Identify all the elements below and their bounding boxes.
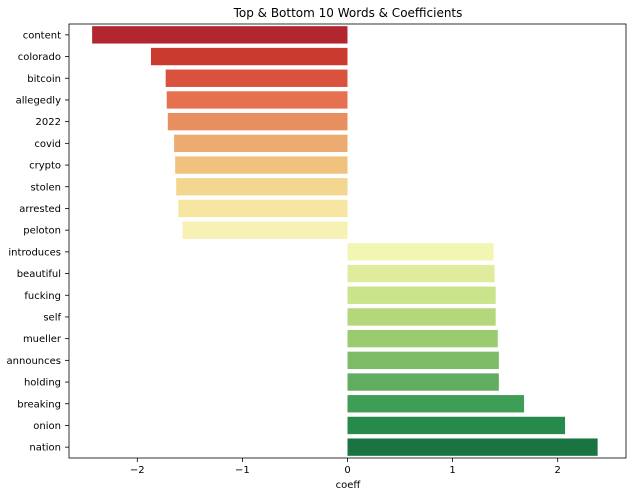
category-label-self: self: [43, 312, 61, 323]
category-labels: content colorado bitcoin allegedly 2022 covid…: [7, 30, 69, 454]
chart-title: Top & Bottom 10 Words & Coefficients: [233, 6, 463, 20]
bar-beautiful: [347, 264, 495, 283]
bar-arrested: [178, 199, 348, 218]
bar-holding: [347, 373, 499, 391]
category-label-holding: holding: [24, 378, 61, 389]
bar-introduces: [347, 243, 494, 261]
x-axis-ticks: −2 −1 0 1 2: [130, 458, 561, 476]
category-label-bitcoin: bitcoin: [27, 74, 61, 85]
bar-allegedly: [166, 91, 348, 109]
x-axis-label: coeff: [336, 480, 362, 491]
bar-crypto: [175, 156, 348, 174]
bar-bitcoin: [165, 69, 348, 87]
bar-breaking: [347, 395, 525, 413]
category-label-introduces: introduces: [8, 247, 61, 258]
category-label-arrested: arrested: [19, 204, 61, 215]
bar-covid: [174, 134, 348, 153]
bar-nation: [347, 438, 598, 456]
bar-onion: [347, 416, 566, 435]
category-label-onion: onion: [33, 421, 61, 432]
category-label-mueller: mueller: [23, 334, 62, 345]
category-label-colorado: colorado: [18, 52, 61, 63]
category-label-stolen: stolen: [30, 182, 61, 193]
bar-colorado: [150, 47, 348, 66]
category-label-announces: announces: [7, 356, 61, 367]
category-label-2022: 2022: [36, 117, 61, 128]
category-label-nation: nation: [29, 443, 61, 454]
x-tick-label: −1: [235, 465, 250, 476]
bar-announces: [347, 351, 499, 370]
category-label-breaking: breaking: [17, 399, 61, 410]
category-label-covid: covid: [34, 139, 61, 150]
bar-stolen: [176, 178, 348, 196]
x-tick-label: 0: [344, 465, 350, 476]
bar-2022: [167, 112, 348, 131]
bar-self: [347, 308, 496, 326]
bar-fucking: [347, 286, 496, 304]
category-label-fucking: fucking: [24, 291, 61, 302]
category-label-beautiful: beautiful: [17, 269, 61, 280]
category-label-crypto: crypto: [29, 161, 61, 172]
bar-content: [92, 26, 348, 44]
category-label-allegedly: allegedly: [16, 95, 61, 106]
bar-peloton: [182, 221, 348, 239]
bar-mueller: [347, 329, 498, 348]
x-tick-label: 2: [555, 465, 561, 476]
axes-frame: [68, 23, 627, 459]
category-label-peloton: peloton: [23, 226, 61, 237]
x-tick-label: −2: [130, 465, 145, 476]
category-label-content: content: [23, 30, 61, 41]
x-tick-label: 1: [449, 465, 455, 476]
bars-group: [92, 26, 598, 456]
